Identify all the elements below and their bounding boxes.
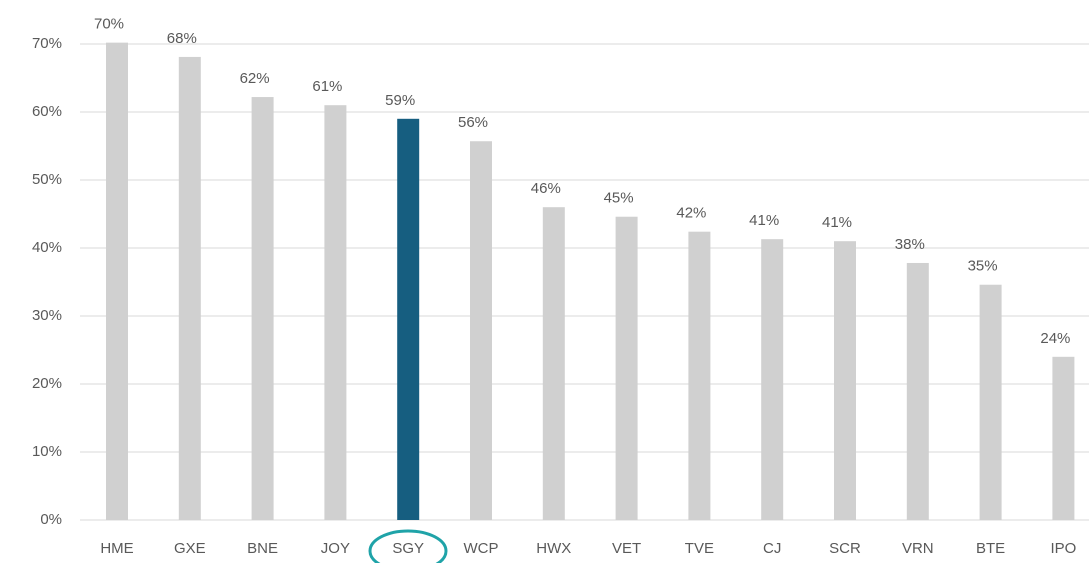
- x-tick-label: WCP: [464, 540, 499, 557]
- bar: [615, 216, 638, 520]
- bar: [470, 141, 492, 521]
- data-label: 42%: [676, 205, 706, 222]
- y-tick-label: 70%: [32, 35, 62, 52]
- x-tick-label: BTE: [976, 540, 1005, 557]
- bar: [397, 118, 420, 521]
- bar: [906, 262, 929, 520]
- x-tick-label: SCR: [829, 540, 861, 557]
- x-tick-label: SGY: [392, 540, 424, 557]
- data-label: 35%: [968, 258, 998, 275]
- x-tick-label: HME: [100, 540, 133, 557]
- bar: [979, 284, 1002, 520]
- data-label: 68%: [167, 30, 197, 47]
- bar: [1052, 356, 1075, 520]
- data-label: 24%: [1040, 330, 1070, 347]
- y-tick-label: 0%: [40, 511, 62, 528]
- data-label: 38%: [895, 236, 925, 253]
- data-label: 41%: [822, 214, 852, 231]
- y-tick-label: 50%: [32, 171, 62, 188]
- x-tick-label: VET: [612, 540, 641, 557]
- x-tick-label: HWX: [536, 540, 571, 557]
- x-tick-label: IPO: [1050, 540, 1076, 557]
- y-tick-label: 30%: [32, 307, 62, 324]
- bar: [834, 241, 856, 520]
- data-label: 70%: [94, 16, 124, 33]
- highlight-circle: [368, 529, 448, 563]
- bar: [106, 42, 128, 520]
- bar: [542, 207, 565, 520]
- x-tick-label: GXE: [174, 540, 206, 557]
- x-tick-label: BNE: [247, 540, 278, 557]
- data-label: 46%: [531, 180, 561, 197]
- bar: [178, 56, 201, 521]
- x-tick-label: JOY: [321, 540, 350, 557]
- data-label: 41%: [749, 212, 779, 229]
- y-tick-label: 20%: [32, 375, 62, 392]
- data-label: 62%: [240, 70, 270, 87]
- y-tick-label: 60%: [32, 103, 62, 120]
- y-tick-label: 40%: [32, 239, 62, 256]
- data-label: 61%: [312, 78, 342, 95]
- y-tick-label: 10%: [32, 443, 62, 460]
- bar: [761, 239, 784, 520]
- bar: [324, 105, 347, 520]
- bar: [251, 97, 274, 520]
- x-tick-label: CJ: [763, 540, 781, 557]
- data-label: 45%: [604, 190, 634, 207]
- data-label: 59%: [385, 92, 415, 109]
- bar: [688, 231, 711, 520]
- x-tick-label: VRN: [902, 540, 934, 557]
- x-tick-label: TVE: [685, 540, 714, 557]
- data-label: 56%: [458, 114, 488, 131]
